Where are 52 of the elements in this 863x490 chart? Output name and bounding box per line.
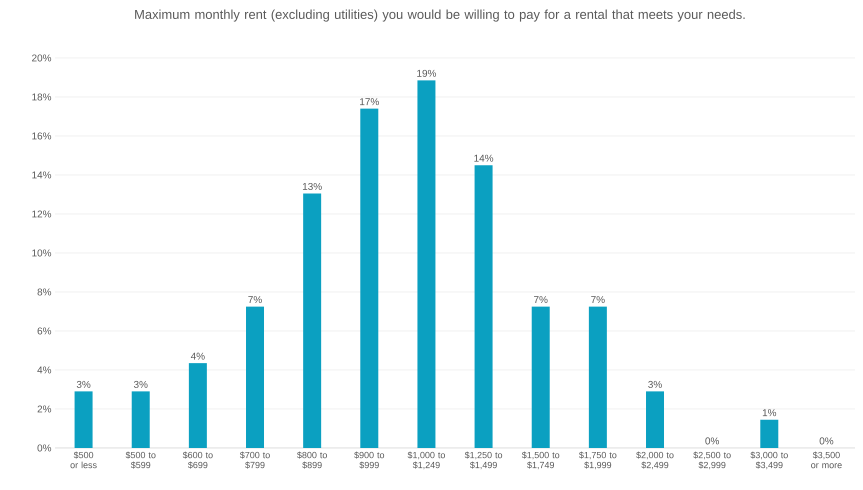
bar xyxy=(474,165,493,448)
data-label: 7% xyxy=(591,296,605,304)
y-tick-label: 10% xyxy=(32,249,52,257)
y-tick-label: 2% xyxy=(38,405,52,412)
data-label: 3% xyxy=(76,380,90,388)
x-tick-label: $600 to $699 xyxy=(182,452,213,469)
bar xyxy=(188,363,207,448)
y-tick-label: 18% xyxy=(32,93,52,101)
bar xyxy=(646,391,664,448)
data-label: 17% xyxy=(360,98,379,106)
y-tick-label: 0% xyxy=(37,444,52,452)
data-label: 0% xyxy=(705,437,720,444)
bar xyxy=(246,306,264,448)
y-tick-label: 14% xyxy=(32,171,52,178)
data-label: 4% xyxy=(190,352,205,360)
x-tick-label: $900 to $999 xyxy=(354,452,384,469)
bar xyxy=(360,108,378,448)
x-tick-label: $800 to $899 xyxy=(297,452,327,469)
x-tick-label: $3,000 to $3,499 xyxy=(750,452,788,470)
data-label: 1% xyxy=(762,409,776,416)
bar xyxy=(588,306,607,448)
data-label: 13% xyxy=(302,182,322,190)
chart-title: Maximum monthly rent (excluding utilities) you would be willing to pay for a rental that meets your needs. xyxy=(135,10,745,22)
x-tick-label: $500 or less xyxy=(70,452,97,468)
x-tick-label: $1,500 to $1,749 xyxy=(522,452,560,470)
bar xyxy=(132,391,150,448)
x-tick-label: $1,250 to $1,499 xyxy=(464,452,502,470)
y-tick-label: 20% xyxy=(32,54,52,62)
bar xyxy=(74,391,93,448)
y-tick-label: 4% xyxy=(37,366,52,374)
bar xyxy=(303,194,322,448)
x-tick-label: $1,750 to $1,999 xyxy=(579,452,616,470)
data-label: 0% xyxy=(820,437,834,444)
x-tick-label: $2,500 to $2,999 xyxy=(693,452,731,470)
data-label: 14% xyxy=(474,154,494,162)
data-label: 3% xyxy=(134,380,148,388)
data-label: 19% xyxy=(417,70,436,77)
bar xyxy=(417,80,436,448)
x-tick-label: $3,500 or more xyxy=(811,452,842,468)
y-tick-label: 8% xyxy=(38,288,52,296)
bar xyxy=(760,420,778,448)
bar xyxy=(532,306,550,448)
x-tick-label: $700 to $799 xyxy=(240,452,270,469)
y-tick-label: 6% xyxy=(38,327,52,335)
x-tick-label: $1,000 to $1,249 xyxy=(408,452,445,470)
x-tick-label: $2,000 to $2,499 xyxy=(636,452,674,470)
y-tick-label: 12% xyxy=(32,210,52,218)
y-tick-label: 16% xyxy=(32,132,52,140)
data-label: 3% xyxy=(648,380,662,388)
data-label: 7% xyxy=(248,296,262,304)
x-tick-label: $500 to $599 xyxy=(126,452,156,469)
data-label: 7% xyxy=(534,296,548,304)
